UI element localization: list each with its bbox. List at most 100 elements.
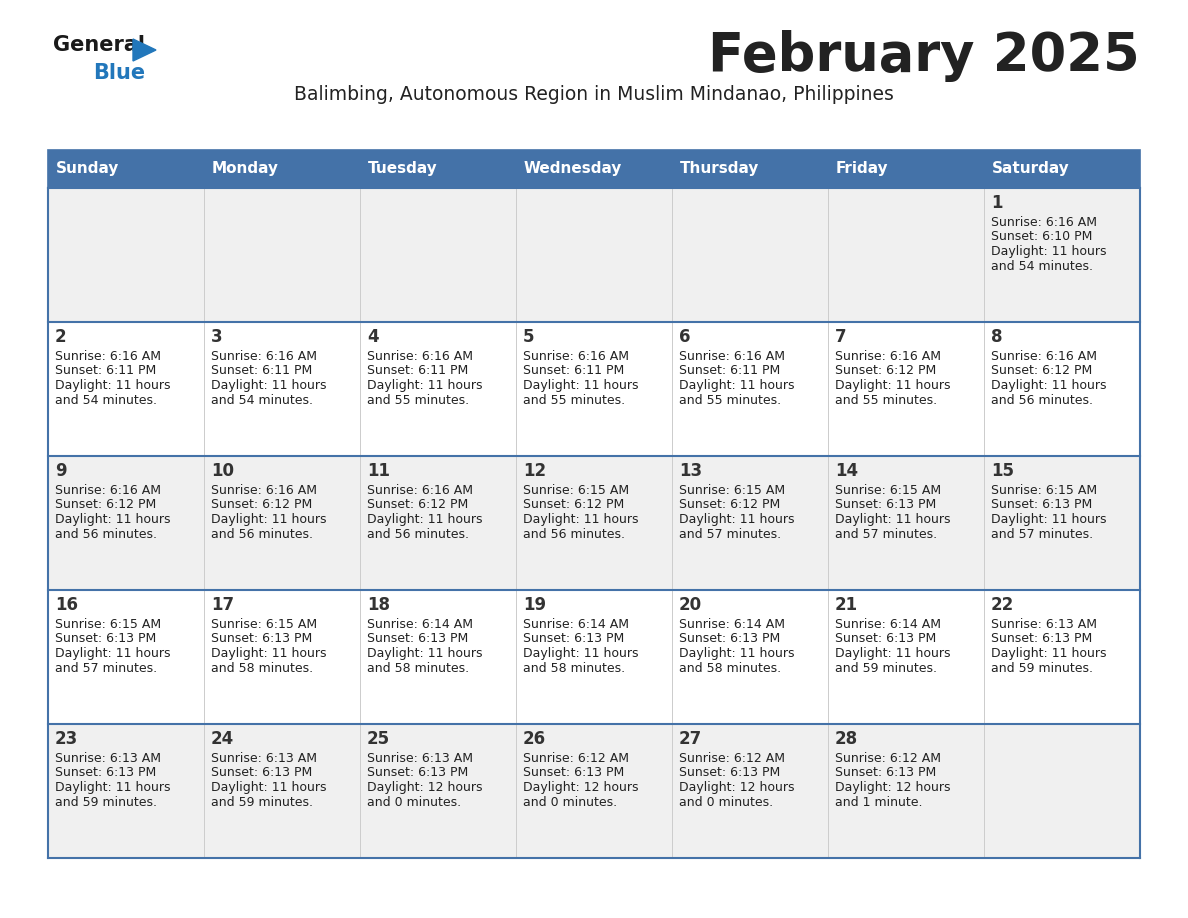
- Text: 9: 9: [55, 462, 67, 480]
- Text: Sunrise: 6:14 AM: Sunrise: 6:14 AM: [367, 618, 473, 631]
- Text: Sunrise: 6:16 AM: Sunrise: 6:16 AM: [367, 484, 473, 497]
- Text: Sunset: 6:13 PM: Sunset: 6:13 PM: [367, 633, 468, 645]
- Text: Sunrise: 6:14 AM: Sunrise: 6:14 AM: [523, 618, 628, 631]
- Text: Sunrise: 6:16 AM: Sunrise: 6:16 AM: [523, 350, 628, 363]
- Text: Daylight: 11 hours: Daylight: 11 hours: [991, 379, 1106, 392]
- Text: and 58 minutes.: and 58 minutes.: [367, 662, 469, 675]
- Text: 19: 19: [523, 596, 546, 614]
- Text: 21: 21: [835, 596, 858, 614]
- Text: Tuesday: Tuesday: [368, 162, 437, 176]
- Text: and 58 minutes.: and 58 minutes.: [211, 662, 314, 675]
- Text: and 54 minutes.: and 54 minutes.: [991, 260, 1093, 273]
- Text: Daylight: 11 hours: Daylight: 11 hours: [523, 379, 638, 392]
- Text: 25: 25: [367, 730, 390, 748]
- Bar: [48, 188, 1140, 322]
- Text: and 57 minutes.: and 57 minutes.: [991, 528, 1093, 541]
- Text: Sunrise: 6:13 AM: Sunrise: 6:13 AM: [991, 618, 1097, 631]
- Text: 22: 22: [991, 596, 1015, 614]
- Text: Sunrise: 6:16 AM: Sunrise: 6:16 AM: [211, 484, 317, 497]
- Text: Sunset: 6:13 PM: Sunset: 6:13 PM: [211, 633, 312, 645]
- Text: Sunset: 6:11 PM: Sunset: 6:11 PM: [523, 364, 624, 377]
- Text: Sunrise: 6:16 AM: Sunrise: 6:16 AM: [211, 350, 317, 363]
- Text: Sunrise: 6:15 AM: Sunrise: 6:15 AM: [55, 618, 162, 631]
- Text: Sunset: 6:13 PM: Sunset: 6:13 PM: [680, 767, 781, 779]
- Text: Sunset: 6:11 PM: Sunset: 6:11 PM: [211, 364, 312, 377]
- Text: and 56 minutes.: and 56 minutes.: [523, 528, 625, 541]
- Bar: [48, 150, 204, 188]
- Text: Sunrise: 6:12 AM: Sunrise: 6:12 AM: [680, 752, 785, 765]
- Text: Daylight: 11 hours: Daylight: 11 hours: [367, 513, 482, 526]
- Text: and 0 minutes.: and 0 minutes.: [367, 796, 461, 809]
- Text: Sunset: 6:12 PM: Sunset: 6:12 PM: [523, 498, 624, 511]
- Text: Sunrise: 6:16 AM: Sunrise: 6:16 AM: [55, 350, 162, 363]
- Text: Sunset: 6:13 PM: Sunset: 6:13 PM: [835, 767, 936, 779]
- Text: Sunset: 6:10 PM: Sunset: 6:10 PM: [991, 230, 1093, 243]
- Text: Monday: Monday: [211, 162, 279, 176]
- Text: Daylight: 11 hours: Daylight: 11 hours: [991, 647, 1106, 660]
- Text: Sunset: 6:12 PM: Sunset: 6:12 PM: [211, 498, 312, 511]
- Text: and 55 minutes.: and 55 minutes.: [835, 394, 937, 407]
- Text: and 54 minutes.: and 54 minutes.: [55, 394, 157, 407]
- Text: and 57 minutes.: and 57 minutes.: [55, 662, 157, 675]
- Bar: [516, 150, 672, 188]
- Text: Daylight: 11 hours: Daylight: 11 hours: [211, 781, 327, 794]
- Text: Sunset: 6:13 PM: Sunset: 6:13 PM: [835, 498, 936, 511]
- Text: 4: 4: [367, 328, 379, 346]
- Text: Daylight: 11 hours: Daylight: 11 hours: [211, 513, 327, 526]
- Text: Daylight: 11 hours: Daylight: 11 hours: [55, 513, 171, 526]
- Text: Sunrise: 6:15 AM: Sunrise: 6:15 AM: [211, 618, 317, 631]
- Text: Daylight: 11 hours: Daylight: 11 hours: [55, 379, 171, 392]
- Text: Blue: Blue: [93, 63, 145, 83]
- Text: 17: 17: [211, 596, 234, 614]
- Text: 16: 16: [55, 596, 78, 614]
- Text: Sunrise: 6:15 AM: Sunrise: 6:15 AM: [991, 484, 1098, 497]
- Text: and 0 minutes.: and 0 minutes.: [523, 796, 617, 809]
- Bar: [828, 150, 984, 188]
- Text: Daylight: 11 hours: Daylight: 11 hours: [55, 781, 171, 794]
- Text: 15: 15: [991, 462, 1015, 480]
- Text: Daylight: 11 hours: Daylight: 11 hours: [680, 647, 795, 660]
- Text: Thursday: Thursday: [680, 162, 759, 176]
- Text: Daylight: 11 hours: Daylight: 11 hours: [835, 379, 950, 392]
- Bar: [984, 150, 1140, 188]
- Text: Daylight: 11 hours: Daylight: 11 hours: [523, 647, 638, 660]
- Text: Daylight: 11 hours: Daylight: 11 hours: [367, 379, 482, 392]
- Text: 18: 18: [367, 596, 390, 614]
- Text: February 2025: February 2025: [708, 30, 1140, 82]
- Text: 1: 1: [991, 194, 1003, 212]
- Text: Sunset: 6:13 PM: Sunset: 6:13 PM: [991, 498, 1092, 511]
- Bar: [48, 322, 1140, 456]
- Text: and 58 minutes.: and 58 minutes.: [680, 662, 782, 675]
- Text: and 56 minutes.: and 56 minutes.: [367, 528, 469, 541]
- Text: Sunset: 6:13 PM: Sunset: 6:13 PM: [835, 633, 936, 645]
- Polygon shape: [133, 39, 156, 61]
- Text: Sunset: 6:13 PM: Sunset: 6:13 PM: [55, 767, 157, 779]
- Text: Sunrise: 6:13 AM: Sunrise: 6:13 AM: [211, 752, 317, 765]
- Text: and 57 minutes.: and 57 minutes.: [835, 528, 937, 541]
- Text: Daylight: 12 hours: Daylight: 12 hours: [835, 781, 950, 794]
- Text: Sunrise: 6:14 AM: Sunrise: 6:14 AM: [680, 618, 785, 631]
- Text: 5: 5: [523, 328, 535, 346]
- Bar: [672, 150, 828, 188]
- Text: and 0 minutes.: and 0 minutes.: [680, 796, 773, 809]
- Text: Sunrise: 6:16 AM: Sunrise: 6:16 AM: [991, 216, 1097, 229]
- Text: and 56 minutes.: and 56 minutes.: [991, 394, 1093, 407]
- Text: and 59 minutes.: and 59 minutes.: [55, 796, 157, 809]
- Text: Sunset: 6:13 PM: Sunset: 6:13 PM: [523, 633, 624, 645]
- Bar: [204, 150, 360, 188]
- Text: and 55 minutes.: and 55 minutes.: [367, 394, 469, 407]
- Text: Sunrise: 6:15 AM: Sunrise: 6:15 AM: [680, 484, 785, 497]
- Text: and 56 minutes.: and 56 minutes.: [211, 528, 312, 541]
- Text: Sunset: 6:13 PM: Sunset: 6:13 PM: [55, 633, 157, 645]
- Text: Daylight: 11 hours: Daylight: 11 hours: [523, 513, 638, 526]
- Text: Daylight: 12 hours: Daylight: 12 hours: [367, 781, 482, 794]
- Text: Sunset: 6:13 PM: Sunset: 6:13 PM: [211, 767, 312, 779]
- Text: and 55 minutes.: and 55 minutes.: [523, 394, 625, 407]
- Text: and 59 minutes.: and 59 minutes.: [991, 662, 1093, 675]
- Text: 8: 8: [991, 328, 1003, 346]
- Bar: [48, 150, 1140, 188]
- Text: Sunrise: 6:16 AM: Sunrise: 6:16 AM: [835, 350, 941, 363]
- Text: 28: 28: [835, 730, 858, 748]
- Text: Saturday: Saturday: [992, 162, 1069, 176]
- Text: Sunset: 6:12 PM: Sunset: 6:12 PM: [55, 498, 157, 511]
